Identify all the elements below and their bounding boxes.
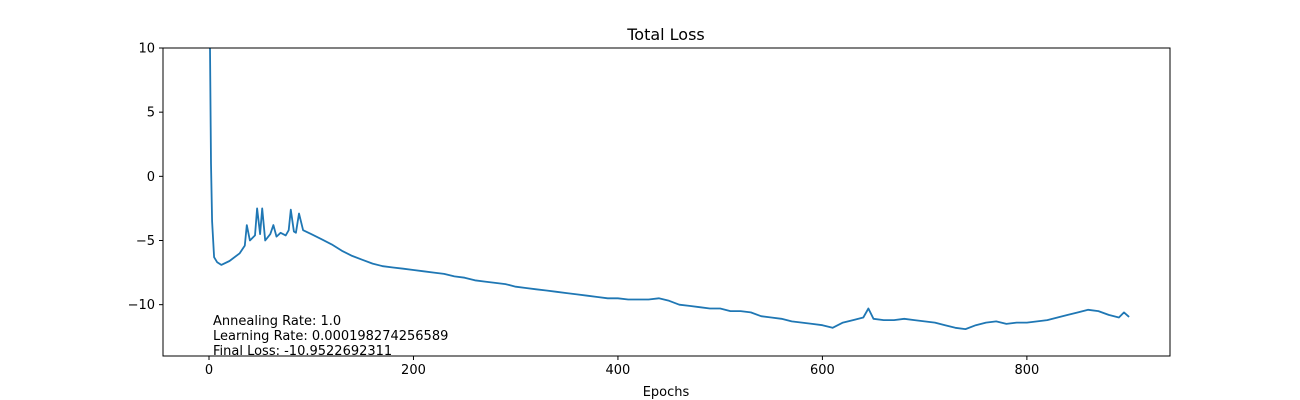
axis-ticks: 0 200 400 600 800 10 5 0 −5 −10 bbox=[128, 42, 1040, 379]
x-tick-label: 200 bbox=[401, 363, 426, 378]
y-tick-label: 5 bbox=[147, 106, 155, 121]
loss-series-line bbox=[209, 48, 1130, 330]
plot-area-frame bbox=[162, 47, 1171, 357]
series-group bbox=[209, 48, 1130, 330]
x-tick-label: 0 bbox=[205, 363, 213, 378]
y-tick-label: −10 bbox=[128, 298, 155, 313]
y-tick-label: 0 bbox=[147, 170, 155, 185]
chart-title: Total Loss bbox=[626, 25, 705, 44]
x-axis-label: Epochs bbox=[643, 385, 690, 400]
final-loss-annotation: Final Loss: -10.9522692311 bbox=[213, 344, 392, 359]
y-tick-label: −5 bbox=[136, 234, 155, 249]
learning-rate-annotation: Learning Rate: 0.000198274256589 bbox=[213, 329, 448, 344]
y-tick-label: 10 bbox=[138, 42, 155, 57]
annealing-rate-annotation: Annealing Rate: 1.0 bbox=[213, 314, 341, 329]
x-tick-label: 400 bbox=[606, 363, 631, 378]
x-tick-label: 800 bbox=[1014, 363, 1039, 378]
x-tick-label: 600 bbox=[810, 363, 835, 378]
annotation-box: Annealing Rate: 1.0 Learning Rate: 0.000… bbox=[213, 314, 448, 359]
